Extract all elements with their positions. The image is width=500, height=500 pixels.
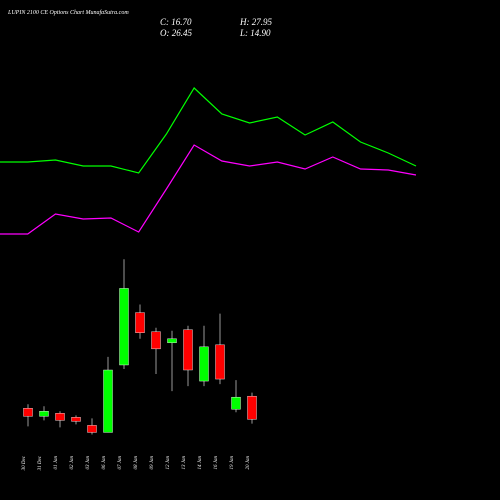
candle-body (103, 369, 113, 433)
x-tick-label: 16 Jan (214, 456, 219, 470)
candle-body (87, 425, 97, 433)
high-label: H: 27.95 (239, 17, 272, 27)
chart-title: LUPIN 2100 CE Options Chart MunafaSutra.… (7, 9, 129, 16)
x-tick-label: 30 Dec (22, 455, 27, 470)
candle-body (199, 346, 209, 382)
candle-body (151, 331, 161, 350)
x-tick-label: 31 Dec (38, 455, 43, 470)
band-line (0, 144, 417, 235)
x-tick-label: 07 Jan (118, 456, 123, 470)
candle-body (119, 288, 129, 366)
x-tick-label: 08 Jan (134, 456, 139, 470)
open-label: O: 26.45 (160, 28, 192, 38)
candle-body (167, 338, 177, 344)
x-tick-label: 12 Jan (166, 456, 171, 470)
low-label: L: 14.90 (239, 28, 271, 38)
candle-body (39, 411, 49, 417)
x-tick-label: 09 Jan (150, 456, 155, 470)
candle-body (55, 413, 65, 421)
x-tick-label: 19 Jan (230, 456, 235, 470)
x-tick-label: 20 Jan (246, 456, 251, 470)
candle-body (231, 396, 241, 410)
x-tick-label: 14 Jan (198, 456, 203, 470)
candle-body (135, 312, 145, 333)
x-tick-label: 01 Jan (54, 456, 59, 470)
candle-body (23, 408, 33, 417)
band-line (0, 87, 417, 174)
x-tick-label: 02 Jan (70, 456, 75, 470)
candle-body (183, 329, 193, 371)
candle-body (71, 417, 81, 422)
candle-body (247, 395, 257, 420)
x-tick-label: 13 Jan (182, 456, 187, 470)
close-label: C: 16.70 (160, 17, 192, 27)
x-tick-label: 03 Jan (86, 456, 91, 470)
x-tick-label: 06 Jan (102, 456, 107, 470)
candle-body (215, 344, 225, 380)
